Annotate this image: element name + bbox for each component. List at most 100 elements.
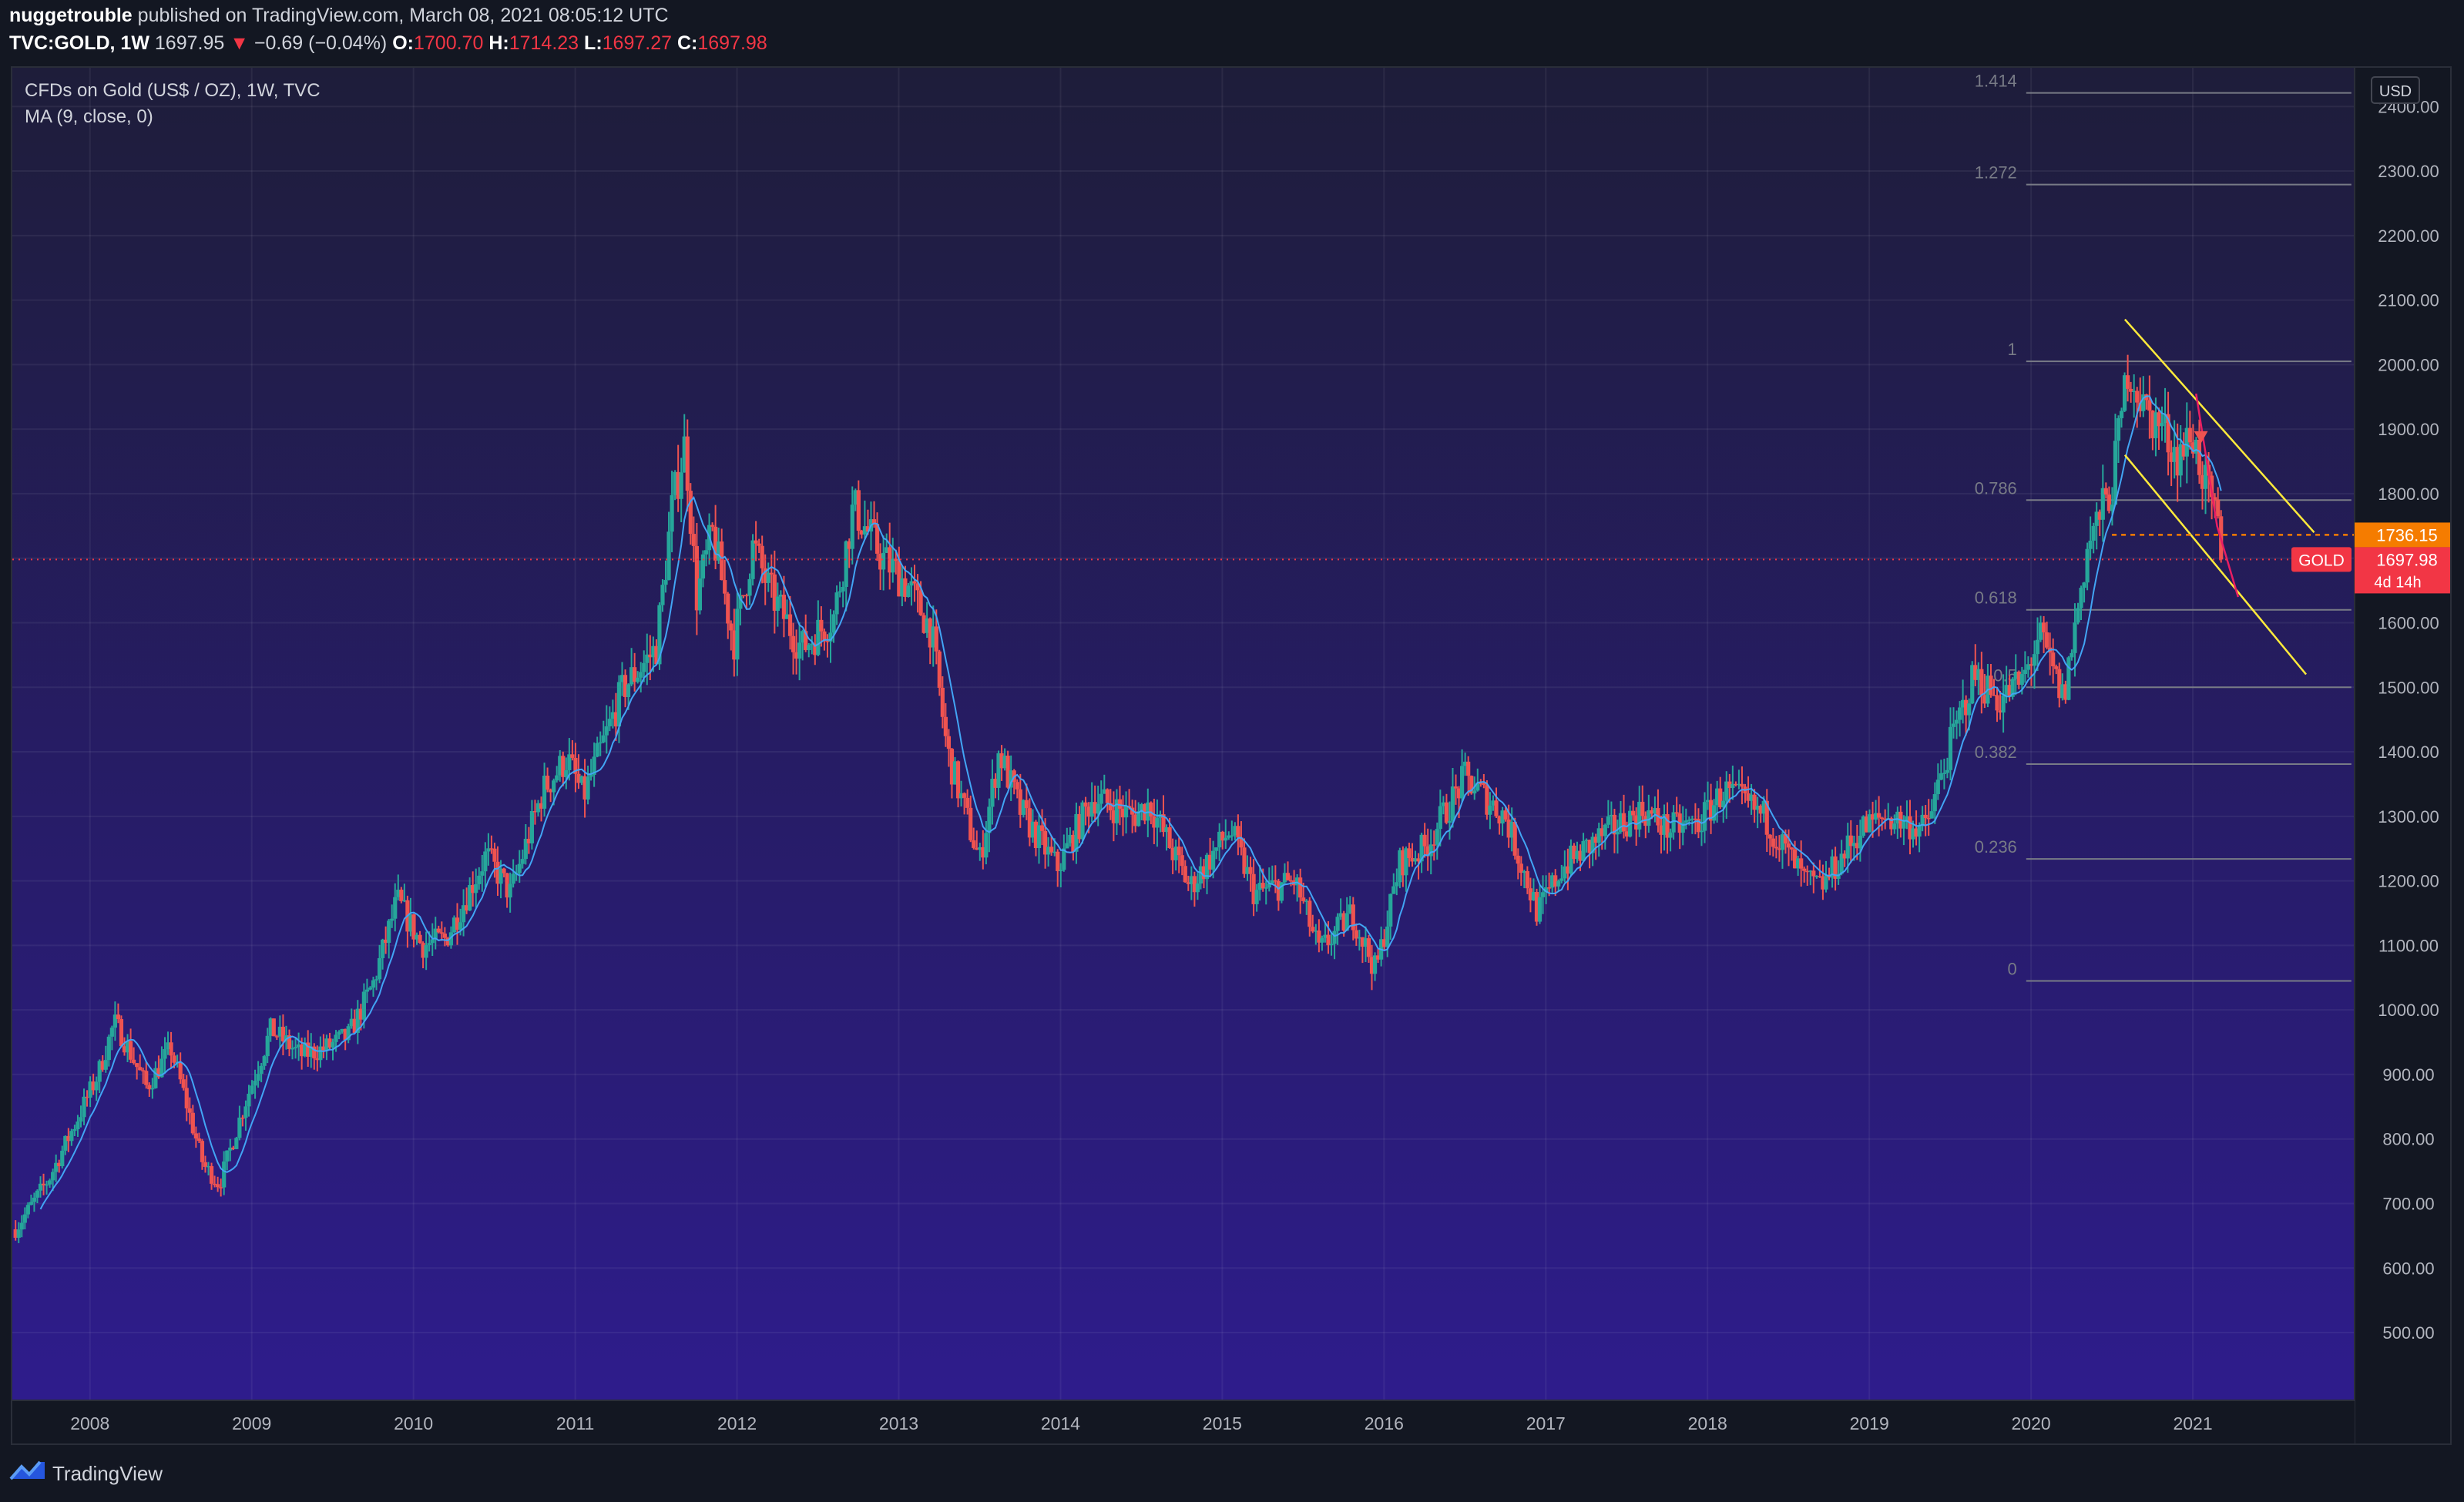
chart-area[interactable]: 1.414 1.272 1 0.786 0.618 0.5 0.382 0.236 0 2400… bbox=[11, 66, 2452, 1445]
candle-body bbox=[483, 851, 488, 872]
candle-body bbox=[1584, 840, 1589, 841]
candle-body bbox=[1204, 854, 1210, 880]
candle-body bbox=[309, 1046, 314, 1057]
candle-body bbox=[2172, 447, 2177, 462]
candle-body bbox=[1805, 870, 1810, 873]
candle-body bbox=[424, 944, 428, 958]
candle-body bbox=[1764, 800, 1769, 835]
candle-body bbox=[2016, 671, 2021, 686]
author-name[interactable]: nuggetrouble bbox=[9, 5, 133, 26]
candle-body bbox=[1528, 888, 1533, 900]
time-tick-label: 2014 bbox=[1041, 1413, 1080, 1433]
candle-body bbox=[1858, 836, 1862, 849]
candle-body bbox=[1618, 813, 1623, 833]
candle-body bbox=[505, 873, 509, 898]
candle-body bbox=[1509, 821, 1514, 838]
candle-body bbox=[642, 662, 646, 672]
candle-body bbox=[324, 1038, 329, 1051]
candle-body bbox=[1758, 806, 1763, 814]
candle-body bbox=[1164, 827, 1169, 833]
symbol-tag bbox=[2291, 547, 2352, 572]
candle-body bbox=[688, 491, 693, 535]
candle-body bbox=[492, 848, 497, 862]
candle-body bbox=[794, 652, 799, 659]
candle-body bbox=[1948, 726, 1953, 770]
time-tick-label: 2015 bbox=[1203, 1413, 1242, 1433]
candle-body bbox=[1099, 793, 1103, 804]
alert-price-tag bbox=[2355, 522, 2450, 548]
price-axis[interactable] bbox=[2355, 68, 2452, 1445]
candle-body bbox=[1279, 882, 1284, 901]
candle-body bbox=[331, 1041, 335, 1048]
fib-level-label: 0 bbox=[2008, 959, 2017, 978]
candle-body bbox=[1833, 856, 1838, 879]
candle-body bbox=[1830, 856, 1835, 878]
candle-body bbox=[1089, 802, 1094, 817]
candle-body bbox=[1083, 802, 1088, 807]
candle-body bbox=[865, 526, 871, 532]
candle-body bbox=[1612, 814, 1617, 835]
candle-body bbox=[2125, 375, 2130, 389]
low-label: L: bbox=[584, 32, 603, 54]
candle-body bbox=[1512, 821, 1517, 856]
candle-body bbox=[859, 531, 864, 535]
price-tick-label: 900.00 bbox=[2382, 1065, 2434, 1085]
candle-body bbox=[993, 779, 998, 788]
candle-body bbox=[558, 756, 562, 776]
time-axis[interactable] bbox=[12, 1400, 2355, 1445]
candle-body bbox=[1288, 880, 1294, 882]
candle-body bbox=[91, 1081, 96, 1091]
candle-body bbox=[82, 1096, 86, 1118]
fib-level-label: 1.272 bbox=[1975, 163, 2017, 183]
candle-body bbox=[1036, 825, 1042, 849]
candle-body bbox=[147, 1085, 152, 1090]
candle-body bbox=[1973, 665, 1978, 680]
candle-body bbox=[1662, 814, 1667, 835]
time-tick-label: 2012 bbox=[717, 1413, 757, 1433]
candle-body bbox=[1080, 802, 1085, 840]
candle-body bbox=[1354, 930, 1358, 939]
candle-body bbox=[2070, 652, 2074, 658]
candle-body bbox=[978, 847, 982, 850]
candle-body bbox=[209, 1165, 214, 1184]
tradingview-logo-icon[interactable] bbox=[9, 1459, 46, 1482]
candle-body bbox=[1867, 814, 1872, 833]
candle-body bbox=[1444, 802, 1449, 823]
candle-body bbox=[1718, 788, 1723, 808]
candle-body bbox=[2141, 394, 2146, 411]
candle-body bbox=[853, 490, 858, 505]
candle-body bbox=[1951, 723, 1956, 727]
candle-body bbox=[2045, 632, 2049, 648]
candle-body bbox=[1233, 826, 1237, 836]
candle-body bbox=[2122, 375, 2127, 411]
candle-body bbox=[1659, 825, 1663, 835]
trend-channel[interactable] bbox=[2123, 318, 2315, 676]
candle-body bbox=[2041, 622, 2046, 632]
candle-body bbox=[813, 643, 817, 655]
candle-body bbox=[343, 1028, 347, 1041]
candle-body bbox=[455, 917, 460, 930]
plot-background bbox=[12, 68, 2355, 1400]
candle-body bbox=[1621, 813, 1626, 832]
candle-body bbox=[1792, 849, 1798, 869]
currency-badge[interactable]: USD bbox=[2371, 76, 2420, 104]
candle-body bbox=[529, 810, 535, 843]
candle-body bbox=[1861, 816, 1866, 836]
candle-body bbox=[1189, 876, 1193, 884]
candle-body bbox=[16, 1229, 21, 1238]
candle-body bbox=[663, 579, 668, 585]
candle-body bbox=[1030, 821, 1036, 838]
candle-body bbox=[576, 773, 581, 783]
candle-body bbox=[1979, 669, 1984, 696]
candle-body bbox=[1917, 826, 1922, 837]
candle-body bbox=[2181, 444, 2186, 457]
candle-body bbox=[1970, 665, 1975, 704]
candle-body bbox=[100, 1061, 105, 1070]
candle-body bbox=[660, 585, 665, 605]
price-change: −0.69 (−0.04%) bbox=[253, 32, 388, 54]
candle-body bbox=[1432, 844, 1436, 846]
candle-body bbox=[1640, 801, 1645, 816]
candle-body bbox=[1177, 847, 1181, 856]
